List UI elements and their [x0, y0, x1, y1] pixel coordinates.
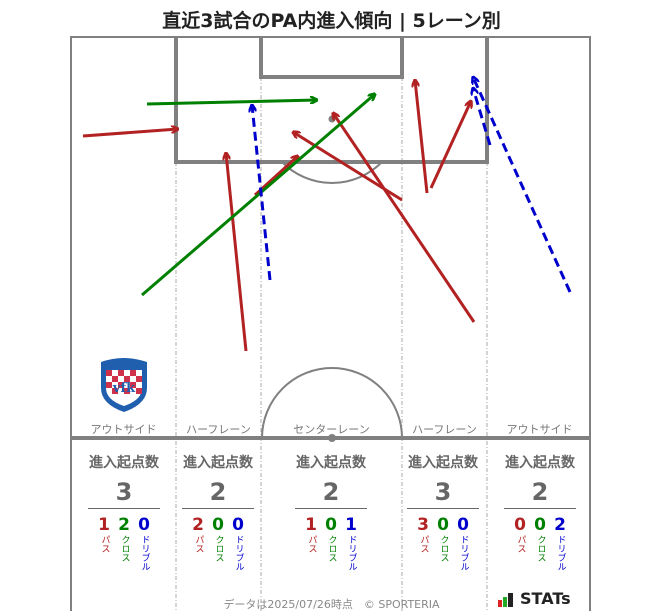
dribble-count-value: 0 [138, 515, 150, 535]
dribble-count: 0 ドリブル [232, 515, 244, 571]
lane-label-left-halfspace: ハーフレーン [186, 423, 251, 436]
dribble-label: ドリブル [139, 535, 150, 571]
pass-count-value: 2 [192, 515, 204, 535]
pass-count: 3 パス [417, 515, 429, 571]
cross-count: 0 クロス [212, 515, 224, 571]
center-spot [328, 434, 336, 442]
dribble-count-value: 0 [232, 515, 244, 535]
entry-total: 2 [295, 478, 367, 509]
dribble-count: 2 ドリブル [554, 515, 566, 571]
cross-count: 0 クロス [437, 515, 449, 571]
cross-count-value: 0 [325, 515, 337, 535]
pass-label: パス [306, 535, 317, 553]
pass-count: 1 パス [98, 515, 110, 571]
cross-count: 0 クロス [534, 515, 546, 571]
entry-total: 2 [504, 478, 576, 509]
cross-count-value: 0 [212, 515, 224, 535]
entry-total: 3 [407, 478, 479, 509]
pass-arrow [429, 101, 471, 189]
pitch-outline [70, 36, 591, 611]
lane-label-right-outside: アウトサイド [506, 423, 573, 436]
footer-credit: データは2025/07/26時点 © SPORTERIA [223, 598, 440, 611]
pass-arrow [226, 153, 248, 352]
svg-text:vfk: vfk [112, 381, 136, 396]
goal-area [259, 37, 404, 79]
pass-label: パス [418, 535, 429, 553]
dribble-arrow [473, 77, 572, 293]
dribble-arrow [252, 105, 272, 281]
dribble-label: ドリブル [555, 535, 566, 571]
dribble-label: ドリブル [233, 535, 244, 571]
team-emblem: vfk [101, 358, 147, 412]
chart-title: 直近3試合のPA内進入傾向 | 5レーン別 [162, 10, 501, 32]
cross-label: クロス [326, 535, 337, 562]
dribble-count: 0 ドリブル [457, 515, 469, 571]
cross-count: 0 クロス [325, 515, 337, 571]
cross-label: クロス [535, 535, 546, 562]
entry-origin-header: 進入起点数 [89, 455, 159, 471]
pass-arrow [415, 80, 429, 194]
stats-logo: STATs [498, 590, 571, 607]
cross-label: クロス [119, 535, 130, 562]
entry-total: 3 [88, 478, 160, 509]
lane-stats: 進入起点数 3 3 パス 0 クロス 0 ドリブル [393, 452, 493, 571]
lane-dividers [175, 77, 488, 611]
brand-name: STATs [520, 589, 571, 608]
lane-stats: 進入起点数 3 1 パス 2 クロス 0 ドリブル [74, 452, 174, 571]
cross-count: 2 クロス [118, 515, 130, 571]
entry-total: 2 [182, 478, 254, 509]
pass-count-value: 0 [514, 515, 526, 535]
cross-arrow [146, 100, 317, 106]
penalty-area [174, 37, 489, 164]
cross-count-value: 2 [118, 515, 130, 535]
dribble-label: ドリブル [346, 535, 357, 571]
lane-stats: 進入起点数 2 0 パス 0 クロス 2 ドリブル [490, 452, 590, 571]
dribble-count: 0 ドリブル [138, 515, 150, 571]
dribble-count-value: 0 [457, 515, 469, 535]
center-circle [261, 367, 403, 439]
cross-count-value: 0 [534, 515, 546, 535]
dribble-count: 1 ドリブル [345, 515, 357, 571]
pass-count: 1 パス [305, 515, 317, 571]
dribble-count-value: 1 [345, 515, 357, 535]
pass-arrow [82, 129, 178, 138]
dribble-count-value: 2 [554, 515, 566, 535]
entry-origin-header: 進入起点数 [296, 455, 366, 471]
pass-arrow [253, 156, 298, 197]
pass-count-value: 1 [98, 515, 110, 535]
pass-count: 0 パス [514, 515, 526, 571]
pass-arrow [333, 113, 476, 323]
entry-origin-header: 進入起点数 [183, 455, 253, 471]
cross-arrow [141, 94, 375, 297]
cross-label: クロス [213, 535, 224, 562]
entry-origin-header: 進入起点数 [408, 455, 478, 471]
pass-label: パス [193, 535, 204, 553]
pass-count-value: 3 [417, 515, 429, 535]
pass-label: パス [99, 535, 110, 553]
entry-origin-header: 進入起点数 [505, 455, 575, 471]
pass-label: パス [515, 535, 526, 553]
pass-count-value: 1 [305, 515, 317, 535]
cross-count-value: 0 [437, 515, 449, 535]
dribble-label: ドリブル [458, 535, 469, 571]
lane-stats: 進入起点数 2 1 パス 0 クロス 1 ドリブル [281, 452, 381, 571]
lane-label-left-outside: アウトサイド [90, 423, 157, 436]
lane-label-right-halfspace: ハーフレーン [412, 423, 477, 436]
cross-label: クロス [438, 535, 449, 562]
lane-stats: 進入起点数 2 2 パス 0 クロス 0 ドリブル [168, 452, 268, 571]
dribble-arrow [473, 88, 492, 146]
pass-count: 2 パス [192, 515, 204, 571]
lane-label-center: センターレーン [293, 423, 370, 436]
